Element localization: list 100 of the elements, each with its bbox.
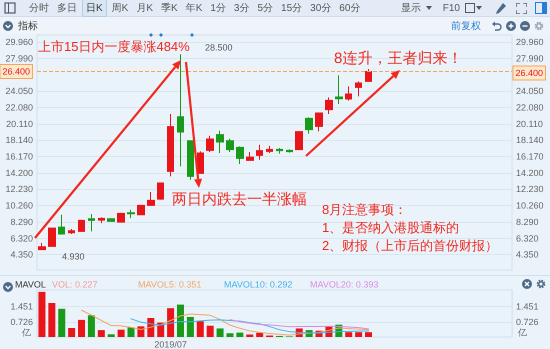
candlestick xyxy=(216,130,224,154)
bar xyxy=(88,315,95,337)
text: 月K xyxy=(135,2,154,16)
candlestick xyxy=(295,130,303,151)
bar xyxy=(118,330,125,337)
bar xyxy=(128,327,135,337)
candlestick xyxy=(355,80,362,97)
y2-tick-label: 1.451 xyxy=(516,302,539,312)
y2-axis-title: 亿 xyxy=(517,328,527,338)
y2-tick-label: 8.290 xyxy=(516,216,539,227)
bar xyxy=(186,316,194,337)
y2-tick-label: 27.990 xyxy=(516,53,544,64)
candlestick xyxy=(88,214,95,232)
candlestick xyxy=(78,219,85,232)
bar xyxy=(216,328,224,337)
annotation: 上市15日内一度暴涨484% xyxy=(38,39,190,54)
line-series xyxy=(130,318,370,334)
text: 15分 xyxy=(280,2,304,16)
y-tick-label: 4.350 xyxy=(10,250,33,260)
bar xyxy=(246,334,254,337)
y2-tick-label: 12.230 xyxy=(516,184,544,194)
candlestick xyxy=(127,209,135,219)
bar xyxy=(38,292,46,337)
text: 5分 xyxy=(256,2,274,16)
candlestick xyxy=(147,192,155,207)
bar xyxy=(98,330,105,337)
text: 60分 xyxy=(338,2,362,16)
candlestick xyxy=(335,74,343,105)
candlestick xyxy=(48,227,56,248)
y-tick-label: 22.080 xyxy=(5,102,33,112)
candlestick xyxy=(315,112,323,132)
bar xyxy=(365,332,372,337)
text: MAVOL10: 0.292 xyxy=(224,280,292,290)
y-tick-label: 10.260 xyxy=(5,200,33,211)
text: 分时 xyxy=(28,2,50,16)
candlestick xyxy=(286,148,293,154)
text: 年K xyxy=(184,2,204,16)
candlestick xyxy=(107,218,115,222)
candlestick xyxy=(345,86,352,102)
y-tick-label: 12.230 xyxy=(5,184,33,194)
y2-tick-label: 4.350 xyxy=(516,250,539,260)
y2-tick-label: 14.200 xyxy=(516,168,544,178)
candlestick xyxy=(266,145,273,154)
candlestick xyxy=(98,216,105,224)
y-tick-label: 0.726 xyxy=(10,316,33,327)
bar xyxy=(355,332,362,337)
candlestick xyxy=(256,144,263,160)
y-tick-label: 20.110 xyxy=(6,118,33,129)
chart-title: MAVOL xyxy=(15,280,46,290)
annotation: 2、财报（上市后的首份财报） xyxy=(322,238,498,253)
y-tick-label: 6.320 xyxy=(10,233,33,244)
annotation: 8连升，王者归来！ xyxy=(334,50,462,67)
text: 30分 xyxy=(309,2,332,16)
candlestick xyxy=(68,228,75,235)
candlestick xyxy=(325,96,333,114)
bar xyxy=(206,326,214,337)
y2-tick-label: 22.080 xyxy=(516,102,544,112)
candlestick xyxy=(157,182,164,200)
text: MAVOL20: 0.393 xyxy=(310,280,378,290)
candlestick xyxy=(305,116,313,134)
y-tick-label: 14.200 xyxy=(5,168,33,178)
y-tick-label: 16.170 xyxy=(5,151,33,162)
y2-tick-label: 29.960 xyxy=(516,36,544,47)
text: F10 xyxy=(442,2,461,14)
text: 日K xyxy=(82,0,107,17)
candlestick xyxy=(137,204,145,216)
text: 3分 xyxy=(232,2,250,16)
bar xyxy=(345,332,352,337)
bar xyxy=(108,334,115,337)
line-series xyxy=(229,319,370,330)
x-tick-label: 2019/07 xyxy=(154,340,187,349)
candlestick xyxy=(206,135,214,152)
text: 显示 xyxy=(400,2,422,16)
ref-line-label: 26.400 xyxy=(515,68,544,78)
y2-tick-label: 16.170 xyxy=(516,151,544,162)
annotation: 4.930 xyxy=(62,252,85,262)
text: 1分 xyxy=(209,2,227,16)
candlestick xyxy=(236,146,244,165)
y2-tick-label: 18.140 xyxy=(516,135,544,146)
text: 26.400 xyxy=(2,66,30,77)
y2-tick-label: 20.110 xyxy=(516,118,543,129)
annotation: 8月注意事项： xyxy=(322,202,408,217)
y-tick-label: 24.050 xyxy=(5,86,33,96)
text: 前复权 xyxy=(450,20,482,34)
y2-tick-label: 10.260 xyxy=(516,200,544,211)
text: 周K xyxy=(110,2,130,16)
series-label: VOL: 0.227 xyxy=(52,280,98,290)
candlestick xyxy=(187,140,194,180)
candlestick xyxy=(246,152,254,162)
text: 多日 xyxy=(56,2,78,16)
y2-tick-label: 6.320 xyxy=(516,233,539,244)
bar xyxy=(48,302,56,337)
y-tick-label: 1.451 xyxy=(10,302,33,312)
annotation: 两日内跌去一半涨幅 xyxy=(172,191,307,208)
annotation: 28.500 xyxy=(205,42,233,52)
bar xyxy=(58,308,66,337)
text: 季K xyxy=(160,2,179,16)
candlestick xyxy=(226,138,234,152)
y-tick-label: 8.290 xyxy=(10,216,33,227)
y2-tick-label: 0.726 xyxy=(516,316,539,327)
